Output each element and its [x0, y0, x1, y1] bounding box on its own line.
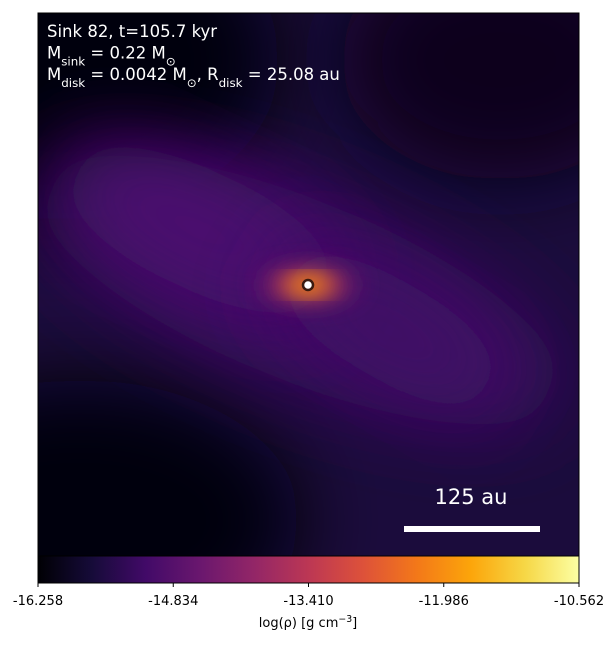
scale-bar-label: 125 au: [435, 485, 508, 509]
text-part: log(ρ) [g cm: [259, 616, 339, 631]
text-part: = 25.08 au: [243, 65, 340, 84]
colorbar-tick-label: -11.986: [419, 594, 469, 609]
annotation-line: Sink 82, t=105.7 kyr: [47, 22, 217, 41]
subscript: ⊙: [166, 55, 176, 69]
colorbar-tick-label: -13.410: [283, 594, 333, 609]
colorbar-tick-label: -16.258: [13, 594, 63, 609]
text-part: = 0.0042 M: [85, 65, 187, 84]
subscript: sink: [61, 55, 85, 69]
text-part: ]: [352, 616, 357, 631]
text-part: , R: [197, 65, 219, 84]
colorbar-ticks: -16.258 -14.834 -13.410 -11.986 -10.562: [13, 583, 604, 609]
subscript: disk: [61, 76, 85, 90]
text-part: M: [47, 44, 61, 63]
text-part: = 0.22 M: [85, 44, 166, 63]
colorbar-tick-label: -14.834: [148, 594, 198, 609]
colorbar-label: log(ρ) [g cm−3]: [259, 614, 357, 632]
superscript: −3: [338, 614, 352, 625]
colorbar-tick-label: -10.562: [554, 594, 604, 609]
text-part: Sink 82, t=105.7 kyr: [47, 22, 217, 41]
subscript: disk: [219, 76, 243, 90]
subscript: ⊙: [187, 76, 197, 90]
scale-bar: [404, 526, 540, 532]
annotation-line: Mdisk = 0.0042 M⊙, Rdisk = 25.08 au: [47, 65, 340, 90]
colorbar: [37, 555, 580, 584]
text-part: M: [47, 65, 61, 84]
annotation-line: Msink = 0.22 M⊙: [47, 44, 176, 69]
sink-marker: [301, 278, 315, 292]
